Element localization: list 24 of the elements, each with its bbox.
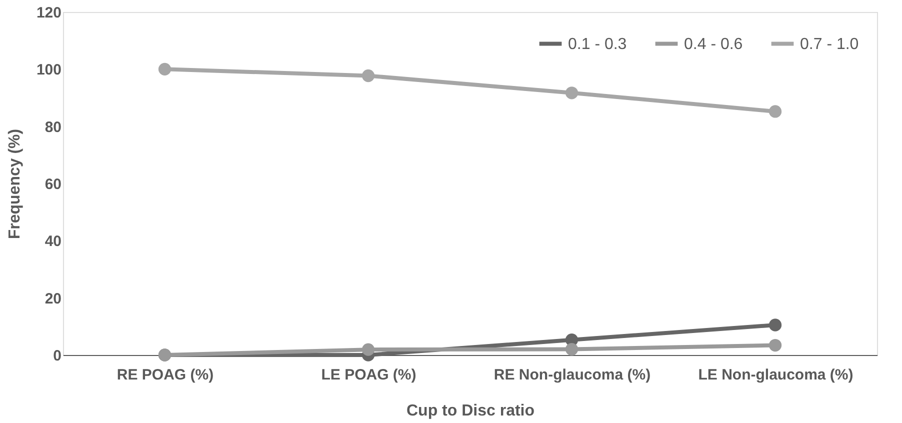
point bbox=[565, 342, 578, 356]
legend-label: 0.1 - 0.3 bbox=[568, 36, 627, 53]
x-axis-title: Cup to Disc ratio bbox=[406, 402, 535, 420]
y-axis-title: Frequency (%) bbox=[6, 128, 24, 240]
x-tick-label: LE Non-glaucoma (%) bbox=[698, 366, 854, 384]
legend-label: 0.4 - 0.6 bbox=[684, 36, 743, 53]
y-tick-label: 100 bbox=[36, 62, 62, 79]
x-tick-label: RE POAG (%) bbox=[116, 366, 214, 384]
point bbox=[158, 62, 172, 76]
x-tick-label: LE POAG (%) bbox=[321, 366, 416, 384]
y-tick-label: 40 bbox=[44, 233, 62, 250]
point bbox=[768, 318, 782, 332]
y-tick-label: 0 bbox=[53, 348, 62, 364]
point bbox=[362, 69, 375, 82]
x-tick-label: RE Non-glaucoma (%) bbox=[494, 366, 651, 384]
point bbox=[768, 105, 782, 118]
y-tick-label: 120 bbox=[36, 4, 62, 22]
y-tick-label: 20 bbox=[44, 290, 62, 308]
legend-label: 0.7 - 1.0 bbox=[800, 36, 859, 53]
point bbox=[565, 86, 578, 100]
point bbox=[768, 338, 782, 352]
y-tick-label: 60 bbox=[44, 176, 62, 193]
y-tick-label: 80 bbox=[44, 118, 62, 136]
point bbox=[362, 343, 375, 356]
